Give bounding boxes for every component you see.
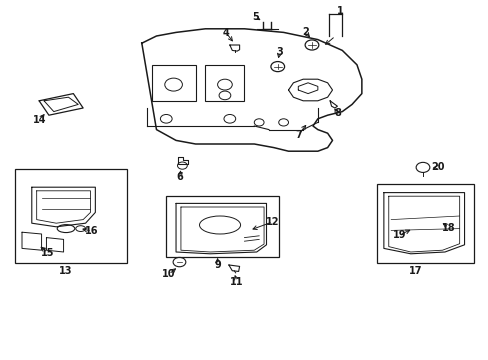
Text: 3: 3 <box>276 47 283 57</box>
Bar <box>166 196 278 257</box>
Text: 20: 20 <box>430 162 444 172</box>
Text: 2: 2 <box>302 27 308 37</box>
Text: 18: 18 <box>441 222 455 233</box>
Bar <box>205 65 244 101</box>
Bar <box>15 169 127 263</box>
Text: 14: 14 <box>33 114 47 125</box>
Text: 15: 15 <box>41 248 55 258</box>
Bar <box>376 184 473 263</box>
Text: 1: 1 <box>336 6 343 16</box>
Text: 16: 16 <box>85 226 99 236</box>
Text: 8: 8 <box>333 108 340 118</box>
Text: 4: 4 <box>223 28 229 38</box>
Text: 19: 19 <box>392 230 406 240</box>
Text: 5: 5 <box>252 12 259 22</box>
Text: 6: 6 <box>176 172 183 182</box>
Text: 17: 17 <box>408 266 422 276</box>
Text: 12: 12 <box>265 217 279 227</box>
Text: 13: 13 <box>59 266 73 276</box>
Text: 9: 9 <box>214 260 221 270</box>
Bar <box>151 65 195 101</box>
Text: 7: 7 <box>294 130 301 140</box>
Text: 10: 10 <box>162 269 175 279</box>
Text: 11: 11 <box>230 276 244 287</box>
